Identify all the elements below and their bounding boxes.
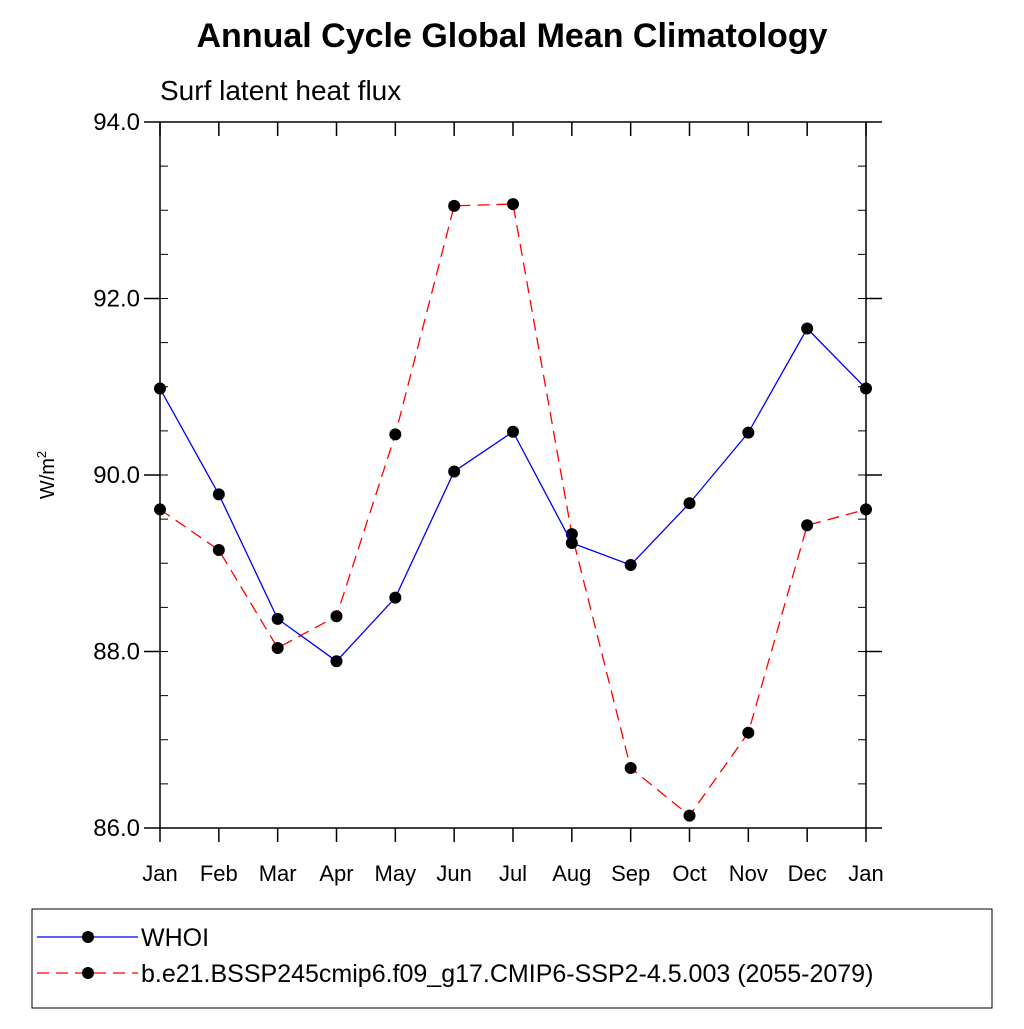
data-point-s1 xyxy=(154,382,166,395)
x-tick-label: Mar xyxy=(259,861,297,886)
x-tick-label: Apr xyxy=(319,861,353,886)
data-point-s1 xyxy=(271,612,284,625)
data-point-s1 xyxy=(742,426,755,439)
legend-marker-2 xyxy=(82,967,94,979)
data-point-s2 xyxy=(507,198,519,211)
data-point-s1 xyxy=(683,497,696,510)
y-axis-label-main: W/m xyxy=(37,458,59,499)
data-point-s2 xyxy=(154,503,166,516)
legend-label-1: WHOI xyxy=(141,924,209,952)
series-layer xyxy=(154,198,872,822)
y-axis-label-superscript: 2 xyxy=(34,451,49,458)
data-point-s1 xyxy=(507,425,519,438)
chart-subtitle: Surf latent heat flux xyxy=(160,75,401,106)
legend: WHOI b.e21.BSSP245cmip6.f09_g17.CMIP6-SSP… xyxy=(37,924,873,988)
data-point-s2 xyxy=(860,503,872,516)
x-axis: Jan Feb Mar Apr May Jun Jul Aug Sep Oct Nov Dec Jan xyxy=(142,122,884,886)
data-point-s1 xyxy=(565,536,578,549)
x-tick-label: Dec xyxy=(788,861,827,886)
x-tick-label: Sep xyxy=(611,861,650,886)
y-axis-label: W/m2 xyxy=(34,451,59,499)
data-point-s2 xyxy=(212,544,225,557)
data-point-s1 xyxy=(860,382,872,395)
data-point-s1 xyxy=(801,322,814,335)
series-line-1 xyxy=(159,327,867,663)
y-tick-label: 90.0 xyxy=(93,462,140,489)
y-tick-label: 94.0 xyxy=(93,109,140,136)
data-point-s1 xyxy=(212,488,225,501)
data-point-s2 xyxy=(271,641,284,654)
legend-label-2: b.e21.BSSP245cmip6.f09_g17.CMIP6-SSP2-4.… xyxy=(141,960,873,988)
y-tick-label: 86.0 xyxy=(93,815,140,842)
x-tick-label: Jan xyxy=(848,861,883,886)
chart-title: Annual Cycle Global Mean Climatology xyxy=(197,17,828,55)
data-point-s1 xyxy=(330,655,343,668)
y-tick-label: 92.0 xyxy=(93,286,140,313)
x-tick-label: Jan xyxy=(142,861,177,886)
x-tick-label: Aug xyxy=(552,861,591,886)
data-point-s2 xyxy=(801,519,814,532)
x-tick-label: May xyxy=(375,861,417,886)
data-point-s2 xyxy=(389,428,402,441)
minor-ticks xyxy=(160,121,866,829)
data-point-s1 xyxy=(448,465,461,478)
data-point-s1 xyxy=(624,559,637,572)
data-point-s2 xyxy=(330,610,343,623)
data-point-s2 xyxy=(448,199,461,212)
data-point-s2 xyxy=(742,726,755,739)
legend-box xyxy=(31,908,993,1009)
x-tick-label: Oct xyxy=(672,861,706,886)
series-line-2 xyxy=(159,203,867,817)
x-tick-label: Feb xyxy=(200,861,238,886)
y-tick-label: 88.0 xyxy=(93,639,140,666)
data-point-s2 xyxy=(624,761,637,774)
data-point-s2 xyxy=(683,809,696,822)
x-tick-label: Jul xyxy=(499,861,527,886)
x-tick-label: Nov xyxy=(729,861,768,886)
legend-marker-1 xyxy=(82,931,94,943)
plot-frame xyxy=(159,121,867,829)
y-axis: 86.0 88.0 90.0 92.0 94.0 xyxy=(93,109,882,842)
x-tick-label: Jun xyxy=(436,861,471,886)
data-point-s1 xyxy=(389,591,402,604)
